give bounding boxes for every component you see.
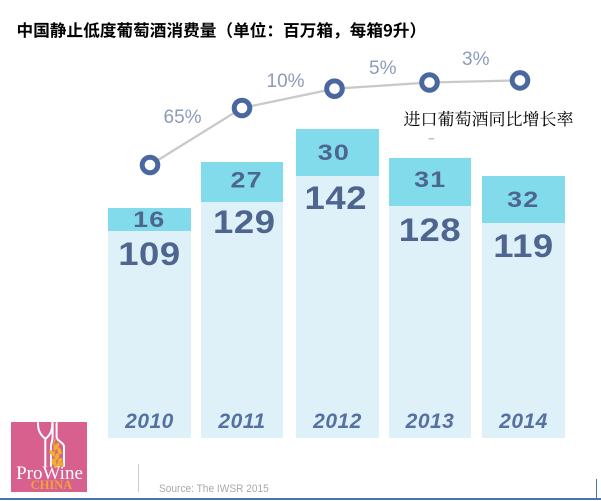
svg-text:ProWine: ProWine [16,463,83,484]
svg-text:CHINA: CHINA [31,478,73,492]
